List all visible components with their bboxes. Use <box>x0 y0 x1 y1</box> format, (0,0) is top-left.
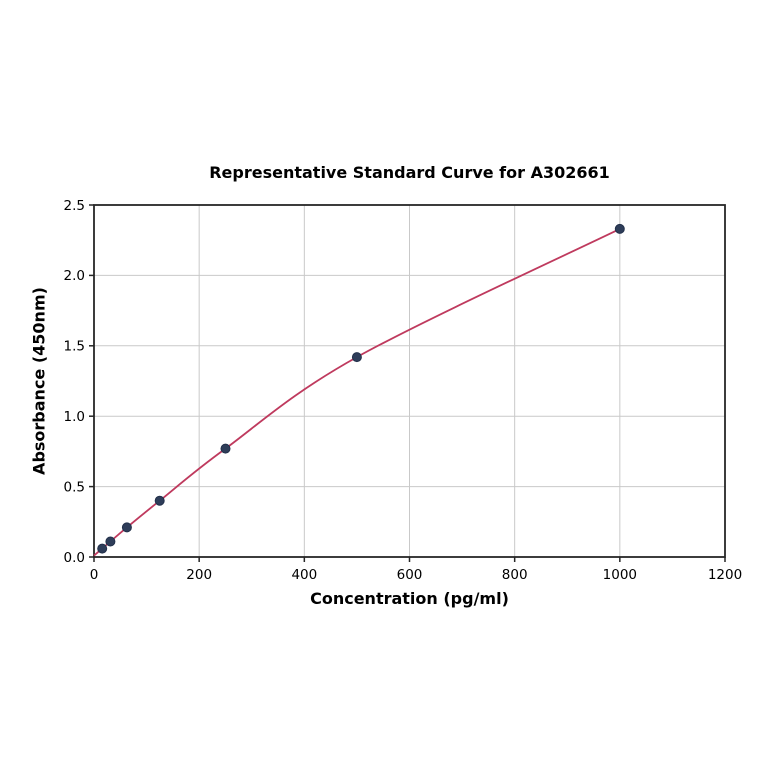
data-point <box>105 536 116 547</box>
x-tick-label: 600 <box>397 567 423 583</box>
x-tick-label: 1000 <box>603 567 637 583</box>
data-point <box>614 223 625 234</box>
data-point <box>351 352 362 363</box>
y-tick-label: 2.5 <box>64 198 85 214</box>
x-tick-label: 200 <box>186 567 212 583</box>
data-point <box>97 543 108 554</box>
data-point <box>154 495 165 506</box>
x-tick-label: 400 <box>291 567 317 583</box>
y-tick-label: 0.5 <box>64 479 85 495</box>
curve-line <box>93 228 621 557</box>
y-tick-label: 1.0 <box>64 409 85 425</box>
data-point <box>220 443 231 454</box>
x-tick-label: 0 <box>90 567 99 583</box>
x-tick-label: 1200 <box>708 567 742 583</box>
y-tick-label: 2.0 <box>64 268 85 284</box>
x-axis-label: Concentration (pg/ml) <box>310 589 509 608</box>
x-tick-label: 800 <box>502 567 528 583</box>
plot-border <box>93 204 726 558</box>
y-tick-label: 0.0 <box>64 550 85 566</box>
y-tick-label: 1.5 <box>64 339 85 355</box>
data-point <box>121 522 132 533</box>
chart-title: Representative Standard Curve for A30266… <box>209 163 610 182</box>
